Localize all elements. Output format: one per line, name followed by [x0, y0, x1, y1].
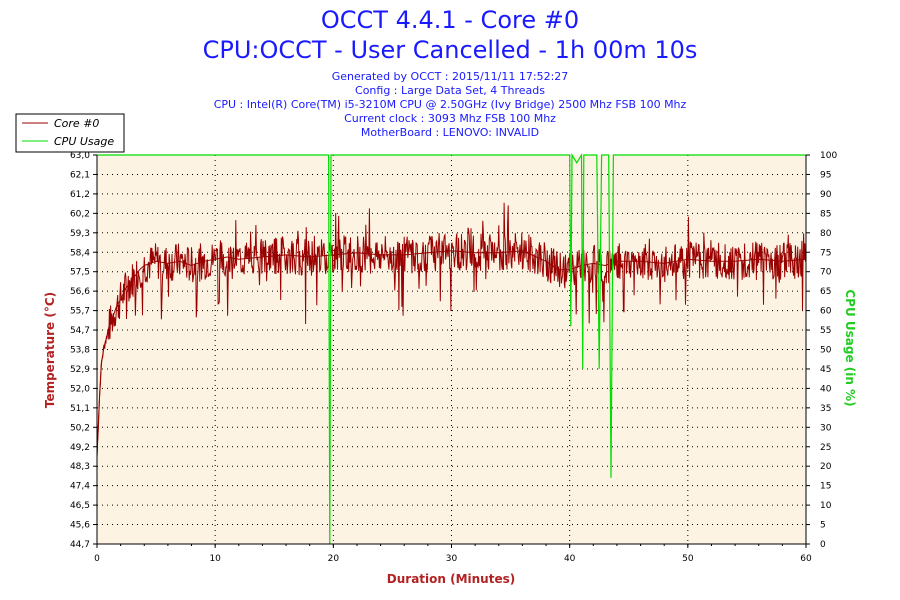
y-tick-label-right: 35 — [820, 404, 831, 414]
info-motherboard: MotherBoard : LENOVO: INVALID — [360, 126, 540, 139]
y-tick-label-right: 20 — [820, 462, 832, 472]
chart-title: OCCT 4.4.1 - Core #0 — [320, 6, 580, 34]
y-tick-label-left: 50,2 — [70, 423, 90, 433]
legend-box — [15, 113, 125, 153]
grid-lines — [97, 155, 806, 544]
ticks-layer: 0 10 20 30 40 50 6044,745,646,547,448,349,250,… — [70, 151, 837, 564]
y-tick-label-left: 48,3 — [70, 462, 90, 472]
y-tick-label-right: 25 — [820, 443, 831, 453]
x-tick-label: 0 — [94, 554, 100, 564]
y-tick-label-right: 95 — [820, 170, 831, 180]
y-tick-label-right: 0 — [820, 540, 826, 550]
y-tick-label-right: 75 — [820, 248, 831, 258]
y-tick-label-left: 49,2 — [70, 443, 90, 453]
y-tick-label-left: 54,7 — [70, 326, 90, 336]
y-tick-label-right: 70 — [820, 268, 832, 278]
y-tick-label-left: 44,7 — [70, 540, 90, 550]
legend-label-core0: Core #0 — [54, 117, 99, 130]
y-tick-label-right: 30 — [820, 423, 832, 433]
y-axis-title-left: Temperature (°C) — [43, 292, 57, 408]
legend: Core #0 CPU Usage — [15, 113, 125, 153]
y-tick-label-left: 63,0 — [70, 151, 90, 161]
y-tick-label-right: 10 — [820, 501, 832, 511]
x-tick-label: 30 — [446, 554, 458, 564]
y-tick-label-right: 100 — [820, 151, 837, 161]
y-tick-label-right: 85 — [820, 209, 831, 219]
y-tick-label-left: 56,6 — [70, 287, 90, 297]
series-core0-line — [96, 250, 807, 457]
y-tick-label-right: 80 — [820, 229, 832, 239]
y-tick-label-right: 55 — [820, 326, 831, 336]
y-tick-label-right: 90 — [820, 190, 832, 200]
y-tick-label-right: 65 — [820, 287, 831, 297]
x-axis-title: Duration (Minutes) — [387, 572, 515, 586]
legend-label-cpu-usage: CPU Usage — [54, 135, 114, 148]
y-tick-label-right: 5 — [820, 521, 826, 531]
y-tick-label-left: 59,3 — [70, 229, 90, 239]
info-generated: Generated by OCCT : 2015/11/11 17:52:27 — [331, 70, 569, 83]
x-tick-label: 20 — [328, 554, 340, 564]
y-tick-label-left: 53,8 — [70, 346, 90, 356]
y-axis-title-right: CPU Usage (in %) — [843, 289, 857, 406]
y-tick-label-right: 40 — [820, 384, 832, 394]
y-tick-label-left: 57,5 — [70, 268, 90, 278]
y-tick-label-left: 62,1 — [70, 170, 90, 180]
x-tick-label: 40 — [564, 554, 576, 564]
info-clock: Current clock : 3093 Mhz FSB 100 Mhz — [344, 112, 556, 125]
y-tick-label-right: 60 — [820, 307, 832, 317]
x-tick-label: 10 — [209, 554, 221, 564]
x-tick-label: 60 — [800, 554, 812, 564]
y-tick-label-left: 47,4 — [70, 482, 90, 492]
y-tick-label-right: 50 — [820, 346, 832, 356]
y-tick-label-left: 46,5 — [70, 501, 90, 511]
y-tick-label-left: 55,7 — [70, 307, 90, 317]
y-tick-label-left: 60,2 — [70, 209, 90, 219]
y-tick-label-left: 52,0 — [70, 384, 90, 394]
y-tick-label-right: 45 — [820, 365, 831, 375]
y-tick-label-left: 52,9 — [70, 365, 90, 375]
y-tick-label-left: 45,6 — [70, 521, 90, 531]
info-config: Config : Large Data Set, 4 Threads — [355, 84, 545, 97]
y-tick-label-right: 15 — [820, 482, 831, 492]
info-cpu: CPU : Intel(R) Core(TM) i5-3210M CPU @ 2… — [213, 98, 687, 111]
y-tick-label-left: 51,1 — [70, 404, 90, 414]
series-core0-noise — [96, 202, 807, 457]
series-cpu-usage-line — [97, 152, 806, 545]
series-layer — [96, 152, 807, 545]
chart-subtitle: CPU:OCCT - User Cancelled - 1h 00m 10s — [202, 36, 698, 64]
y-tick-label-left: 61,2 — [70, 190, 90, 200]
x-tick-label: 50 — [682, 554, 694, 564]
y-tick-label-left: 58,4 — [70, 248, 90, 258]
